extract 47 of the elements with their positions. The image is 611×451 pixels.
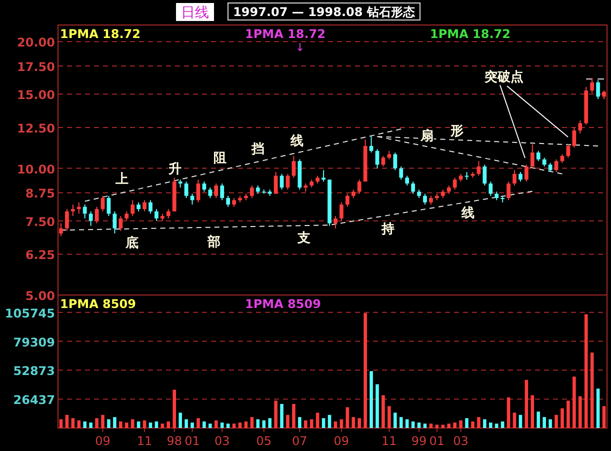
x-tick-label: 07 <box>292 434 308 448</box>
y-tick-label: 10.00 <box>17 162 55 176</box>
annotation: 1PMA 18.72 <box>245 27 326 41</box>
y-tick-label: 17.50 <box>17 60 55 74</box>
y-tick-label: 7.50 <box>25 214 55 229</box>
annotation: 持 <box>380 222 394 237</box>
y-tick-label: 20.00 <box>17 36 55 50</box>
annotation: 部 <box>206 234 220 250</box>
annotation: 1PMA 18.72 <box>430 27 511 41</box>
annotation: 上 <box>114 172 128 187</box>
y-tick-label: 5.00 <box>25 289 55 303</box>
x-tick-label: 03 <box>453 434 468 448</box>
annotation: 形 <box>450 124 464 139</box>
annotation: ↓ <box>295 41 305 54</box>
chart-subtitle: 日线 <box>181 5 209 21</box>
x-tick-label: 11 <box>136 434 152 448</box>
annotation: 1PMA 18.72 <box>60 27 141 41</box>
annotation: 1PMA 8509 <box>60 297 136 311</box>
x-tick-label: 03 <box>214 434 230 448</box>
x-tick-label: 09 <box>334 434 350 448</box>
x-tick-label: 09 <box>95 434 110 448</box>
annotation: 挡 <box>250 142 264 157</box>
x-tick-label: 98 <box>166 434 182 448</box>
y-tick-label: 26437 <box>13 393 55 408</box>
annotation: 扇 <box>420 128 434 144</box>
annotation: 线 <box>290 134 304 149</box>
annotation: 1PMA 8509 <box>245 297 321 311</box>
x-tick-label: 01 <box>429 434 445 448</box>
y-tick-label: 12.50 <box>17 122 55 136</box>
annotation: 线 <box>460 206 474 221</box>
annotation: 底 <box>124 235 138 251</box>
y-tick-label: 52873 <box>13 364 55 378</box>
x-tick-label: 99 <box>411 434 427 448</box>
x-tick-label: 01 <box>184 434 200 448</box>
x-tick-label: 05 <box>256 434 272 448</box>
y-tick-label: 6.25 <box>25 248 55 262</box>
annotation: 突破点 <box>484 69 524 85</box>
subtitle: 日线 <box>176 3 214 21</box>
y-tick-label: 15.00 <box>17 88 55 102</box>
annotation: 阻 <box>214 151 226 166</box>
y-tick-label: 105745 <box>4 306 55 320</box>
annotation: 支 <box>296 231 310 246</box>
y-tick-label: 8.75 <box>25 186 55 201</box>
y-tick-label: 79309 <box>13 335 55 350</box>
chart-title: 1997.07 — 1998.08 钻石形态 <box>233 5 416 19</box>
annotation: 升 <box>168 161 182 177</box>
x-tick-label: 11 <box>382 434 397 448</box>
